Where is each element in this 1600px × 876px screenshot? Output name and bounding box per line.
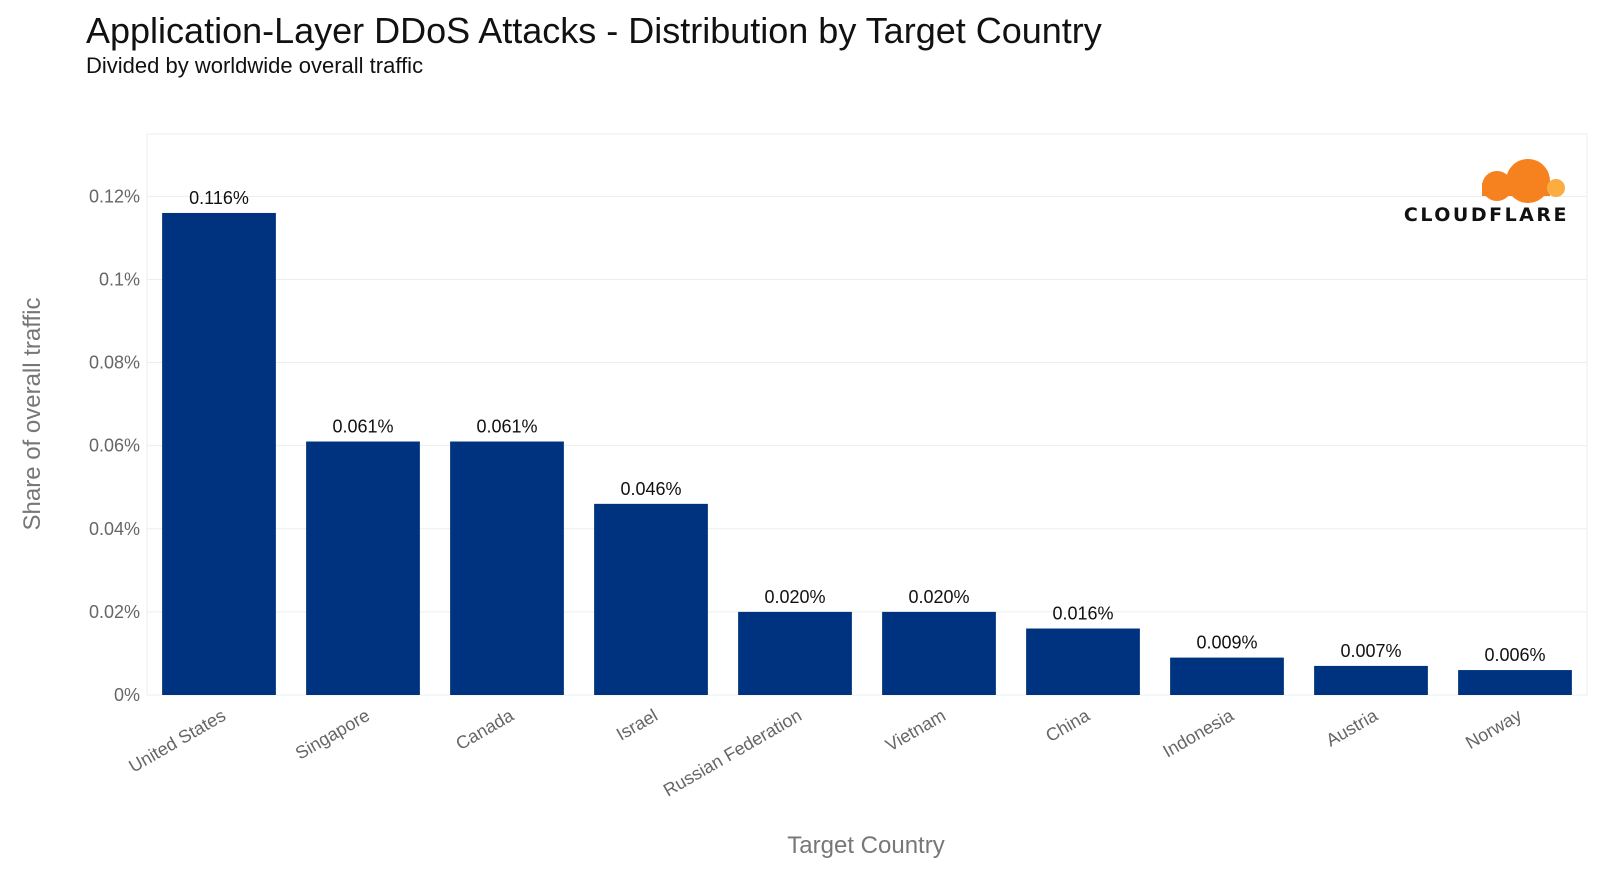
- y-tick-label: 0.08%: [89, 353, 140, 373]
- data-label: 0.020%: [764, 587, 825, 607]
- bar: [1314, 665, 1428, 695]
- y-tick-label: 0.04%: [89, 519, 140, 539]
- data-label: 0.046%: [620, 479, 681, 499]
- x-tick-label: Israel: [613, 705, 661, 744]
- bar: [882, 611, 996, 695]
- y-tick-label: 0.06%: [89, 436, 140, 456]
- x-axis-title: Target Country: [787, 832, 944, 859]
- data-label: 0.061%: [332, 417, 393, 437]
- x-tick-label: Indonesia: [1159, 705, 1237, 762]
- cloudflare-logo: CLOUDFLARE: [1404, 159, 1569, 226]
- y-tick-label: 0.12%: [89, 186, 140, 206]
- cloud-icon: [1482, 159, 1565, 203]
- y-tick-label: 0.02%: [89, 602, 140, 622]
- data-label: 0.116%: [189, 188, 249, 208]
- logo-text: CLOUDFLARE: [1404, 204, 1569, 226]
- chart-subtitle: Divided by worldwide overall traffic: [86, 53, 424, 78]
- data-label: 0.006%: [1484, 645, 1545, 665]
- bar: [594, 503, 708, 695]
- bar: [1458, 670, 1572, 695]
- bar: [738, 611, 852, 695]
- x-tick-label: Vietnam: [882, 705, 949, 755]
- x-tick-label: Austria: [1322, 705, 1381, 751]
- x-tick-label: Russian Federation: [660, 705, 805, 800]
- x-tick-label: Canada: [452, 705, 517, 754]
- y-tick-label: 0.1%: [99, 269, 140, 289]
- data-label: 0.061%: [476, 417, 537, 437]
- data-label: 0.009%: [1196, 633, 1257, 653]
- bar: [1170, 657, 1284, 695]
- x-tick-label: China: [1042, 705, 1094, 746]
- y-axis-ticks: 0% 0.02% 0.04% 0.06% 0.08% 0.1% 0.12%: [89, 186, 140, 705]
- y-axis-title: Share of overall traffic: [19, 297, 46, 530]
- bars: [162, 212, 1572, 695]
- bar: [162, 212, 276, 695]
- chart-title: Application-Layer DDoS Attacks - Distrib…: [86, 10, 1102, 51]
- data-label: 0.007%: [1340, 641, 1401, 661]
- x-tick-label: Singapore: [292, 705, 373, 763]
- x-tick-label: Norway: [1462, 705, 1525, 753]
- x-axis-ticks: United States Singapore Canada IsraelRussia…: [125, 705, 1525, 801]
- data-label: 0.016%: [1052, 604, 1113, 624]
- data-labels: 0.116% 0.061% 0.061% 0.046% 0.020% 0.020% 0.01…: [189, 188, 1545, 665]
- bar: [450, 441, 564, 695]
- bar: [306, 441, 420, 695]
- bar: [1026, 628, 1140, 695]
- data-label: 0.020%: [908, 587, 969, 607]
- x-tick-label: United States: [125, 705, 229, 776]
- y-tick-label: 0%: [114, 685, 140, 705]
